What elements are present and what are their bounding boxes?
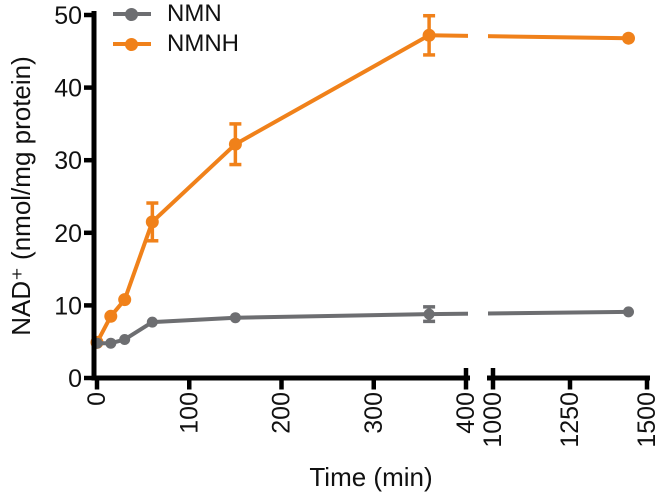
x-tick-label: 1250 [556, 392, 584, 448]
data-point-nmnh [145, 215, 159, 229]
x-tick-label: 400 [452, 392, 480, 434]
x-tick-label: 300 [360, 392, 388, 434]
data-point-nmnh [422, 28, 436, 42]
legend: NMN NMNH [113, 0, 239, 61]
data-point-nmnh [104, 309, 118, 323]
y-tick-label: 20 [54, 220, 82, 248]
x-tick-label: 1000 [479, 392, 507, 448]
data-point-nmnh [118, 293, 132, 307]
legend-item-nmn: NMN [113, 0, 239, 27]
y-tick-label: 0 [68, 365, 82, 393]
y-axis-title: NAD⁺ (nmol/mg protein) [6, 56, 36, 336]
data-point-nmn [146, 316, 158, 328]
x-tick-label: 0 [83, 392, 111, 406]
data-point-nmn [423, 308, 435, 320]
y-tick-label: 50 [54, 2, 82, 30]
legend-item-nmnh: NMNH [113, 30, 239, 57]
y-tick-label: 30 [54, 147, 82, 175]
data-point-nmn [105, 337, 117, 349]
x-tick-label: 100 [175, 392, 203, 434]
legend-label-nmn: NMN [167, 0, 222, 27]
data-point-nmn [119, 334, 131, 345]
nmn-line-marker-icon [113, 1, 151, 27]
nmnh-line-marker-icon [113, 31, 151, 57]
legend-label-nmnh: NMNH [167, 30, 239, 57]
series-line-nmn [97, 309, 629, 346]
data-point-nmn [229, 312, 241, 324]
y-tick-label: 40 [54, 75, 82, 103]
data-point-nmnh [228, 137, 242, 151]
x-tick-label: 200 [268, 392, 296, 434]
x-tick-label: 1500 [633, 392, 661, 448]
axis-break-mask [468, 0, 488, 373]
data-point-nmn [623, 306, 634, 318]
series-line-nmnh [95, 33, 629, 344]
y-tick-label: 10 [54, 292, 82, 320]
data-point-nmnh [622, 31, 635, 45]
x-axis-title: Time (min) [309, 462, 433, 492]
